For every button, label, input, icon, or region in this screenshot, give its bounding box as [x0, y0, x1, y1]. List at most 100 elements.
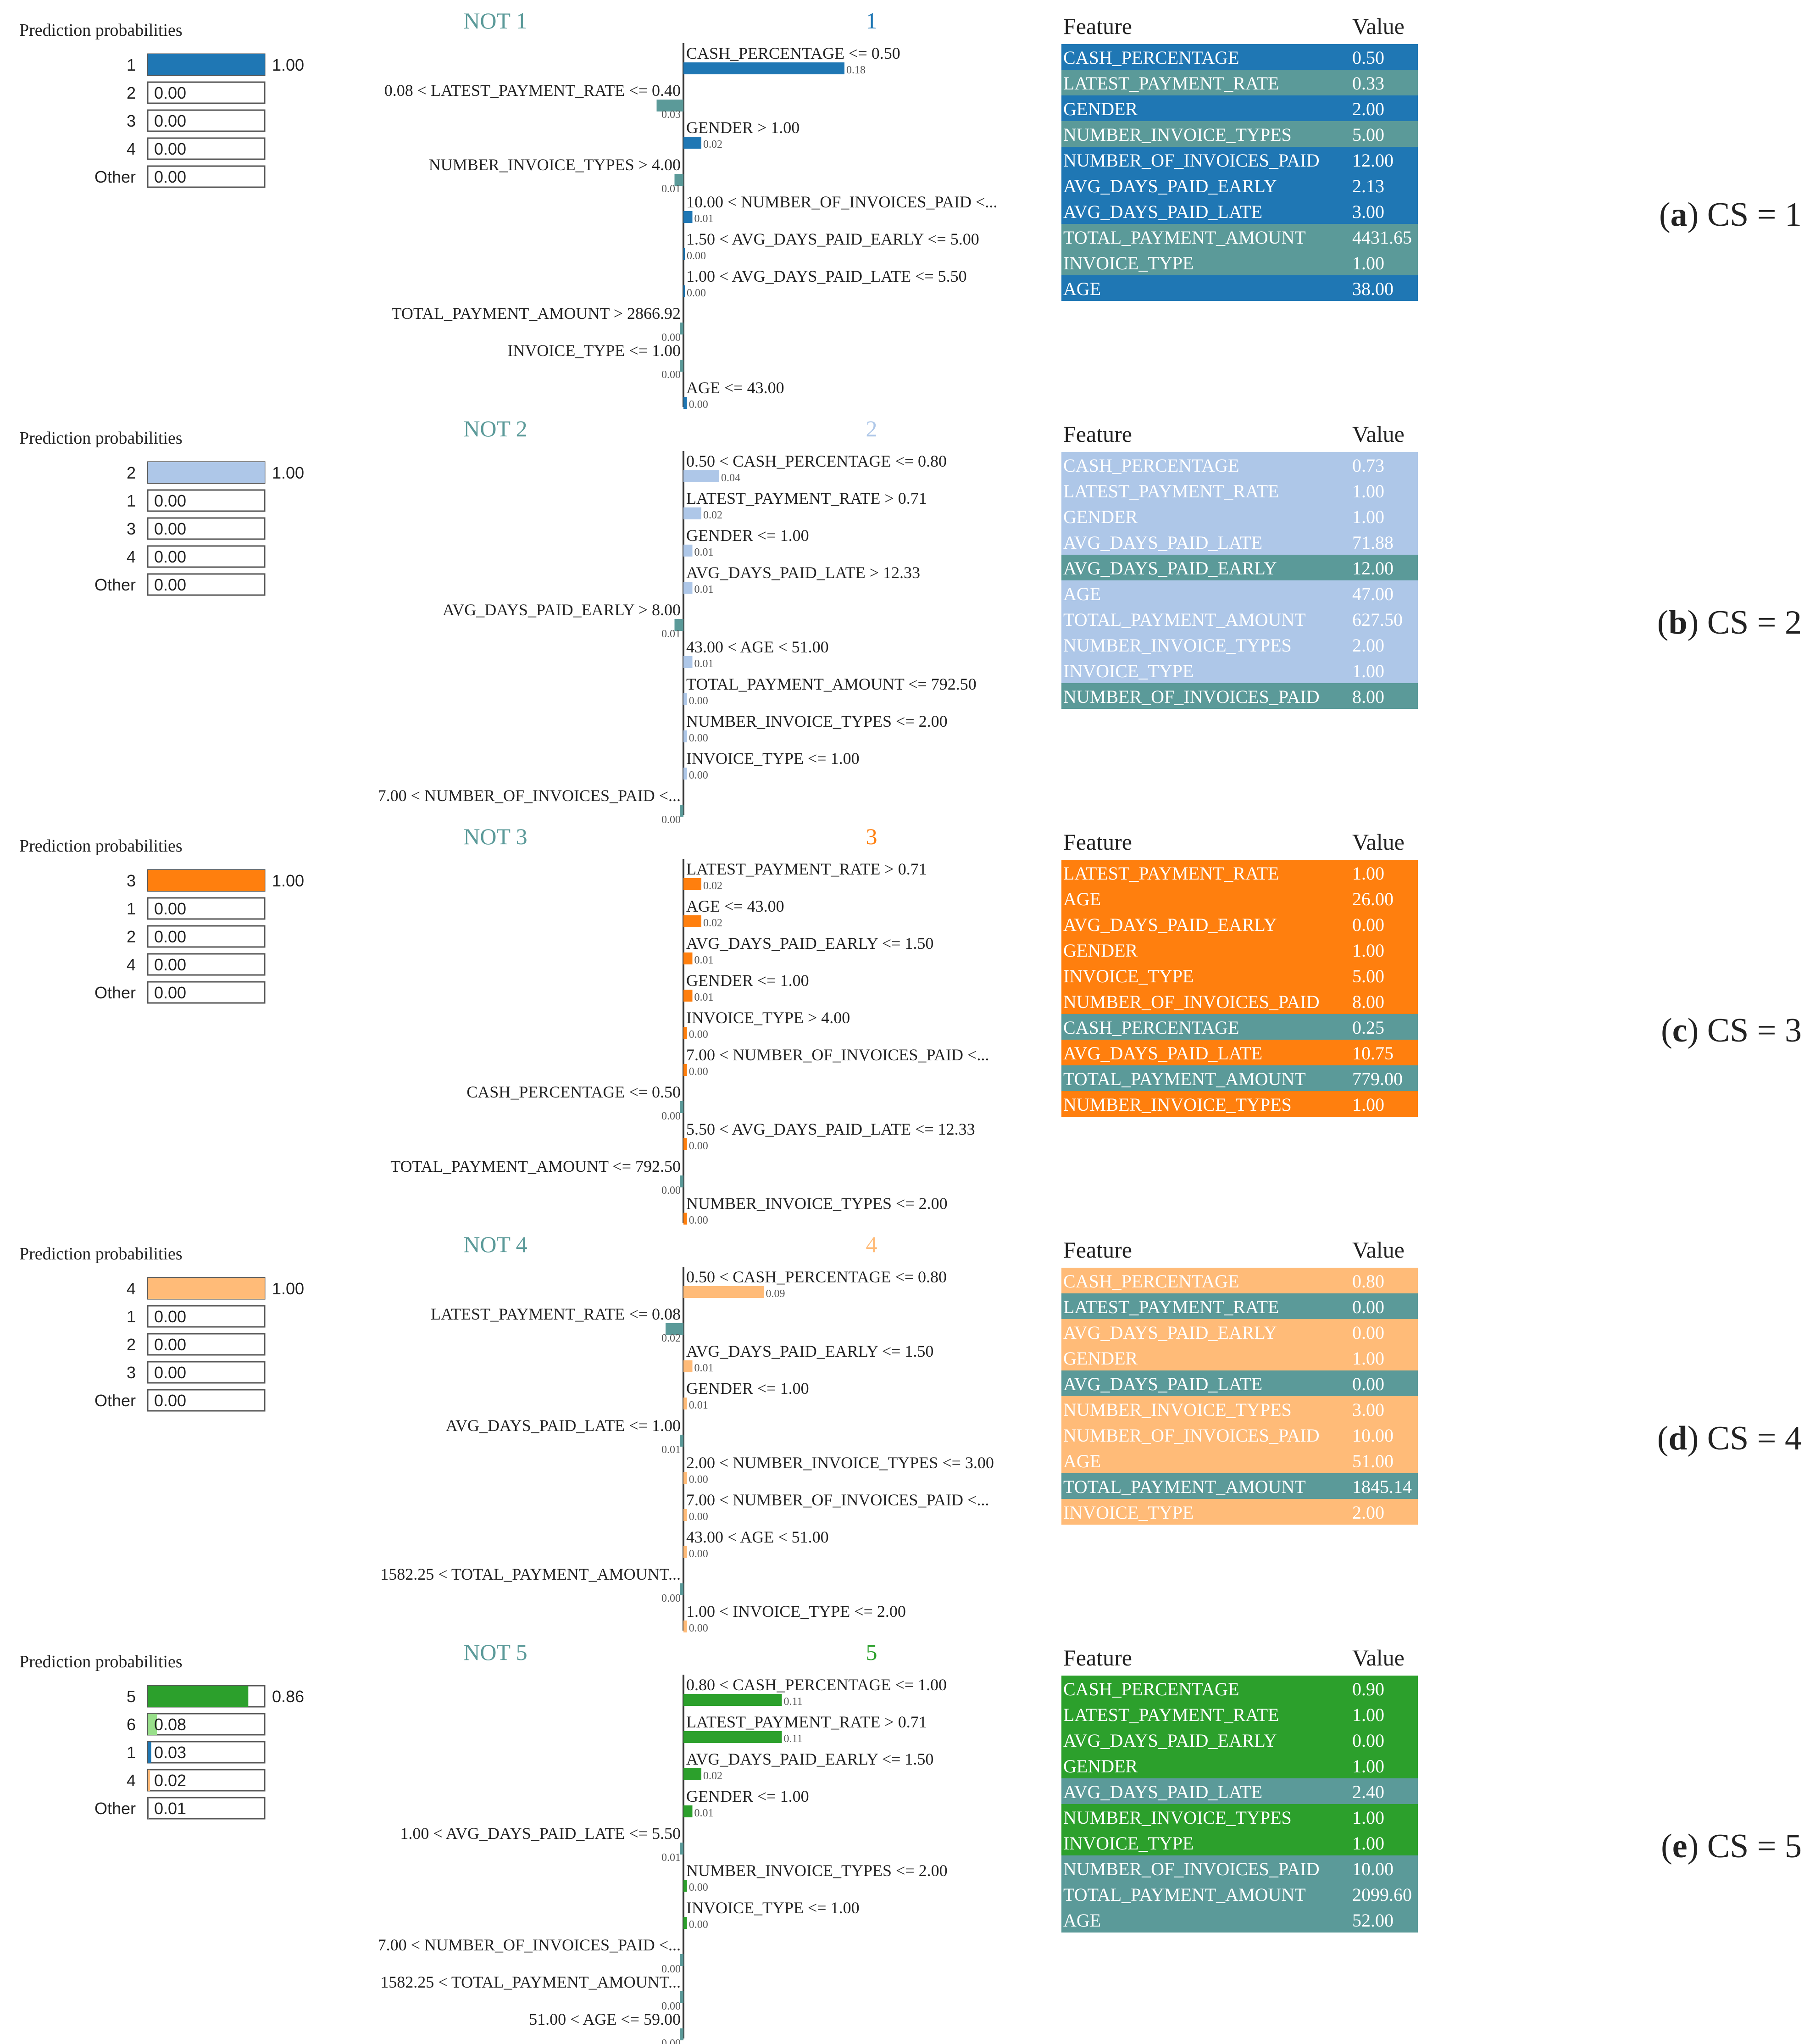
contribution-bar — [666, 1323, 683, 1335]
contribution-bar — [683, 507, 701, 519]
prediction-probabilities-title: Prediction probabilities — [19, 429, 183, 448]
prob-class-label: Other — [94, 1799, 136, 1818]
table-feature-value: 779.00 — [1352, 1069, 1403, 1089]
prob-class-label: 3 — [127, 519, 136, 538]
prob-value-label: 0.00 — [154, 1391, 186, 1410]
prob-class-label: 1 — [127, 56, 136, 74]
contribution-rule-label: NUMBER_INVOICE_TYPES > 4.00 — [429, 156, 681, 174]
contribution-value-label: 0.01 — [694, 954, 714, 966]
table-row — [1061, 1345, 1418, 1370]
table-feature-value: 2099.60 — [1352, 1884, 1412, 1905]
prob-bar-fill — [148, 462, 265, 483]
prob-bar-frame — [147, 1305, 266, 1328]
table-feature-name: INVOICE_TYPE — [1063, 966, 1194, 986]
prob-bar-frame — [147, 137, 266, 160]
table-row — [1061, 886, 1418, 911]
prob-value-label: 0.00 — [154, 139, 186, 158]
prob-value-label: 1.00 — [272, 871, 304, 890]
not-class-label: NOT 3 — [463, 824, 527, 849]
contribution-rule-label: 1.50 < AVG_DAYS_PAID_EARLY <= 5.00 — [686, 230, 979, 248]
table-feature-name: LATEST_PAYMENT_RATE — [1063, 1297, 1279, 1317]
contribution-value-label: 0.02 — [703, 509, 722, 521]
table-row — [1061, 860, 1418, 886]
table-feature-name: NUMBER_INVOICE_TYPES — [1063, 124, 1292, 145]
table-feature-name: AVG_DAYS_PAID_LATE — [1063, 201, 1262, 222]
contribution-bar — [683, 1398, 687, 1409]
class-label: 5 — [866, 1639, 877, 1665]
contribution-bar — [683, 1621, 687, 1632]
caption-text: CS = 1 — [1699, 196, 1802, 234]
prob-bar-frame — [147, 953, 266, 976]
table-feature-value: 8.00 — [1352, 991, 1384, 1012]
contribution-value-label: 0.01 — [661, 183, 681, 195]
table-row — [1061, 1907, 1418, 1933]
table-header-value: Value — [1352, 421, 1405, 447]
table-feature-name: AVG_DAYS_PAID_EARLY — [1063, 914, 1277, 935]
table-feature-value: 4431.65 — [1352, 227, 1412, 248]
contribution-rule-label: TOTAL_PAYMENT_AMOUNT <= 792.50 — [390, 1157, 681, 1175]
prediction-probabilities-title: Prediction probabilities — [19, 1244, 183, 1264]
prob-value-label: 1.00 — [272, 56, 304, 74]
table-feature-name: NUMBER_INVOICE_TYPES — [1063, 635, 1292, 656]
contribution-value-label: 0.00 — [689, 695, 708, 707]
table-feature-value: 0.33 — [1352, 73, 1384, 94]
contribution-value-label: 0.00 — [689, 1919, 708, 1931]
prob-class-label: 1 — [127, 491, 136, 510]
prob-bar-frame — [147, 925, 266, 948]
caption-letter: e — [1672, 1827, 1688, 1865]
contribution-bar — [683, 1213, 687, 1225]
caption-letter: b — [1668, 604, 1687, 641]
caption-letter: c — [1672, 1012, 1688, 1049]
prob-value-label: 0.03 — [154, 1743, 186, 1762]
caption-paren-open: ( — [1659, 196, 1671, 234]
contribution-rule-label: 7.00 < NUMBER_OF_INVOICES_PAID <... — [378, 1936, 681, 1954]
table-row — [1061, 963, 1418, 988]
caption-text: CS = 5 — [1699, 1827, 1802, 1865]
contribution-bar — [680, 360, 683, 372]
table-row — [1061, 250, 1418, 275]
prob-bar-fill — [148, 1714, 157, 1735]
table-feature-name: NUMBER_OF_INVOICES_PAID — [1063, 991, 1320, 1012]
contribution-bar — [683, 137, 701, 149]
contribution-bar — [683, 1880, 687, 1892]
contribution-value-label: 0.01 — [661, 1852, 681, 1864]
contribution-value-label: 0.01 — [694, 658, 714, 670]
contribution-value-label: 0.01 — [694, 213, 714, 225]
contribution-bar — [683, 470, 719, 482]
contribution-bar — [683, 1917, 687, 1929]
table-row — [1061, 1855, 1418, 1881]
table-row — [1061, 1499, 1418, 1525]
contribution-rule-label: 0.80 < CASH_PERCENTAGE <= 1.00 — [686, 1676, 947, 1694]
table-feature-name: CASH_PERCENTAGE — [1063, 455, 1239, 476]
table-row — [1061, 1268, 1418, 1293]
table-feature-value: 2.40 — [1352, 1782, 1384, 1802]
contribution-rule-label: AVG_DAYS_PAID_EARLY > 8.00 — [443, 601, 681, 619]
table-feature-name: NUMBER_OF_INVOICES_PAID — [1063, 1425, 1320, 1446]
contribution-value-label: 0.02 — [703, 917, 722, 929]
caption-text: CS = 3 — [1699, 1012, 1802, 1049]
contribution-value-label: 0.02 — [703, 1770, 722, 1782]
panel-e: Prediction probabilities 5 0.86 6 0.08 1 0.03 4… — [19, 1639, 1802, 2044]
prob-bar-fill — [148, 870, 265, 891]
contribution-value-label: 0.01 — [689, 1399, 708, 1411]
contribution-rule-label: TOTAL_PAYMENT_AMOUNT > 2866.92 — [392, 304, 681, 323]
contribution-bar — [680, 1954, 683, 1966]
prob-value-label: 0.00 — [154, 547, 186, 566]
contribution-value-label: 0.01 — [694, 991, 714, 1003]
panel-caption: (a) CS = 1 — [1659, 196, 1802, 234]
panel-caption: (e) CS = 5 — [1661, 1827, 1802, 1865]
prob-class-label: Other — [94, 575, 136, 594]
contribution-rule-label: AVG_DAYS_PAID_LATE > 12.33 — [686, 563, 920, 582]
table-feature-value: 10.75 — [1352, 1043, 1394, 1064]
contribution-value-label: 0.00 — [661, 369, 681, 381]
table-row — [1061, 580, 1418, 606]
table-header-feature: Feature — [1063, 829, 1132, 855]
table-feature-name: AVG_DAYS_PAID_LATE — [1063, 532, 1262, 553]
contribution-value-label: 0.01 — [661, 628, 681, 640]
prob-value-label: 0.00 — [154, 927, 186, 946]
table-feature-value: 0.73 — [1352, 455, 1384, 476]
table-row — [1061, 95, 1418, 121]
table-feature-value: 3.00 — [1352, 201, 1384, 222]
table-row — [1061, 683, 1418, 709]
